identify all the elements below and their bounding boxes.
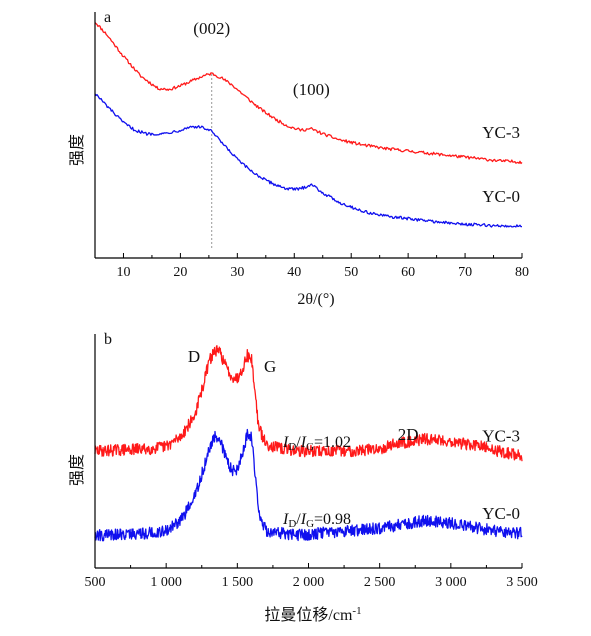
x-tick-label: 3 500 [506, 575, 538, 590]
panel-a-x-axis-label: 2θ/(°) [297, 291, 334, 308]
series-label-yc-3: YC-3 [482, 123, 520, 142]
panel-b-x-axis-label: 拉曼位移/cm-1 [264, 605, 361, 624]
intensity-ratio-yc-3: ID/IG=1.02 [282, 434, 351, 453]
intensity-ratio-yc-0: ID/IG=0.98 [282, 511, 351, 530]
series-label-yc-3: YC-3 [482, 427, 520, 446]
panel-a-ticks: 10 20 30 40 50 60 70 80 [94, 253, 529, 280]
raman-peak-annotation: D [188, 347, 200, 366]
x-tick-label: 20 [173, 265, 187, 280]
x-tick-label: 10 [116, 265, 130, 280]
peak-annotation: (100) [293, 80, 330, 99]
panel-a-annotations: (002) (100) [193, 19, 329, 99]
panel-b-ticks: 500 1 000 1 500 2 000 2 500 3 000 3 500 [85, 563, 538, 590]
x-tick-label: 1 500 [222, 575, 254, 590]
panel-b-letter: b [104, 331, 112, 348]
raman-peak-annotation: G [264, 357, 276, 376]
x-tick-label: 60 [401, 265, 415, 280]
x-tick-label: 2 500 [364, 575, 396, 590]
x-tick-label: 30 [230, 265, 244, 280]
x-tick-label: 500 [85, 575, 106, 590]
panel-a-letter: a [104, 9, 111, 26]
x-tick-label: 50 [344, 265, 358, 280]
series-line-yc-0 [94, 93, 522, 228]
panel-b-ratios: ID/IG=1.02 ID/IG=0.98 [282, 434, 351, 530]
series-line-yc-0 [94, 428, 523, 542]
panel-a-axes [94, 12, 522, 259]
panel-b: b 强度 YC-3 YC-0 500 1 000 1 500 2 000 2 500 3 0… [67, 331, 538, 624]
panel-a: a 强度 YC-3 YC-0 10 20 30 40 50 60 70 80 (002) (100… [67, 9, 529, 308]
x-tick-label: 2 000 [293, 575, 325, 590]
raman-peak-annotation: 2D [398, 425, 419, 444]
x-tick-label: 1 000 [150, 575, 182, 590]
series-label-yc-0: YC-0 [482, 187, 520, 206]
x-tick-label: 80 [515, 265, 529, 280]
panel-b-annotations: D G 2D [188, 347, 419, 444]
panel-a-series: YC-3 YC-0 [94, 22, 523, 228]
series-label-yc-0: YC-0 [482, 504, 520, 523]
panel-a-y-axis-label: 强度 [67, 134, 86, 166]
panel-b-y-axis-label: 强度 [67, 454, 86, 486]
peak-annotation: (002) [193, 19, 230, 38]
x-tick-label: 70 [458, 265, 472, 280]
panel-b-series: YC-3 YC-0 [94, 345, 523, 542]
series-line-yc-3 [94, 22, 523, 165]
x-tick-label: 40 [287, 265, 301, 280]
series-line-yc-3 [94, 345, 523, 462]
x-tick-label: 3 000 [435, 575, 467, 590]
